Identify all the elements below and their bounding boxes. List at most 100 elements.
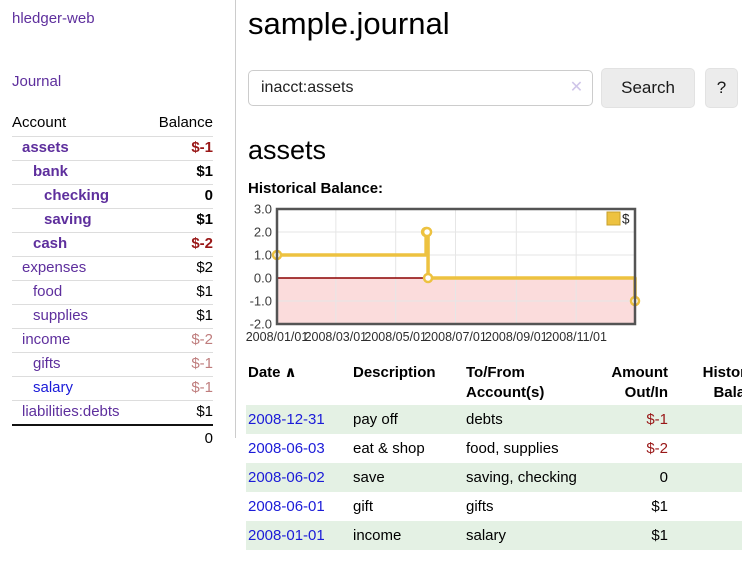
transaction-balance: $-1: [674, 405, 742, 434]
svg-text:2008/01/01: 2008/01/01: [246, 330, 309, 344]
clear-search-icon[interactable]: ✕: [569, 79, 584, 96]
account-row: assets $-1: [12, 136, 213, 160]
account-heading: assets: [248, 135, 327, 165]
transaction-accounts: food, supplies: [466, 440, 559, 457]
transaction-row: 2008-01-01 income salary $1 $1: [246, 521, 742, 550]
sidebar-account-link[interactable]: saving: [44, 211, 92, 228]
search-box: ✕: [248, 70, 594, 106]
svg-text:3.0: 3.0: [254, 202, 272, 217]
sidebar-item-journal[interactable]: Journal: [12, 73, 62, 90]
account-balance-value: $1: [196, 403, 213, 420]
transaction-amount: $-2: [646, 440, 668, 457]
historical-balance-chart: 3.0 2.0 1.0 0.0 -1.0 -2.0 2008/01/01 2008/03/01…: [246, 202, 641, 345]
sidebar-account-link[interactable]: supplies: [33, 307, 89, 324]
account-balance-value: $1: [196, 283, 213, 300]
account-balance-value: $-2: [191, 235, 213, 252]
account-row: liabilities:debts $1: [12, 400, 213, 424]
transaction-balance: $1: [674, 521, 742, 550]
accounts-total-row: 0: [12, 424, 213, 451]
svg-text:2008/03/01: 2008/03/01: [305, 330, 368, 344]
transaction-amount: $1: [651, 527, 668, 544]
svg-text:-2.0: -2.0: [250, 317, 272, 332]
transaction-amount: 0: [659, 469, 668, 486]
transaction-accounts: salary: [466, 527, 507, 544]
transaction-accounts: gifts: [466, 498, 494, 515]
svg-text:1.0: 1.0: [254, 248, 272, 263]
transaction-date-link[interactable]: 2008-06-02: [248, 469, 325, 486]
column-header-description: Description: [353, 364, 436, 381]
sidebar-account-link[interactable]: checking: [44, 187, 110, 204]
accounts-total-value: 0: [204, 430, 213, 447]
account-row: expenses $2: [12, 256, 213, 280]
search-button[interactable]: Search: [601, 68, 695, 108]
transaction-description: eat & shop: [353, 440, 425, 457]
transactions-table: Date ∧ Description To/From Account(s) Amount…: [246, 361, 742, 550]
legend-label: $: [622, 212, 630, 227]
transaction-row: 2008-06-02 save saving, checking 0 $2: [246, 463, 742, 492]
search-form: ✕ Search ?: [248, 68, 738, 108]
transaction-amount: $1: [651, 498, 668, 515]
transaction-description: save: [353, 469, 385, 486]
transaction-row: 2008-06-01 gift gifts $1 $2: [246, 492, 742, 521]
sidebar-account-link[interactable]: food: [33, 283, 63, 300]
accounts-balance-table: Account Balance assets $-1 bank $1 checking 0…: [12, 110, 213, 451]
column-header-historical-balance: Historical Balance: [702, 364, 742, 401]
sidebar-account-link[interactable]: expenses: [22, 259, 87, 276]
sidebar-account-link[interactable]: liabilities:debts: [22, 403, 120, 420]
sidebar-account-link[interactable]: gifts: [33, 355, 61, 372]
svg-text:2008/05/01: 2008/05/01: [364, 330, 427, 344]
account-balance-value: $1: [196, 307, 213, 324]
account-balance-value: $1: [196, 211, 213, 228]
sidebar-account-link[interactable]: cash: [33, 235, 68, 252]
transaction-accounts: debts: [466, 411, 503, 428]
data-point: [422, 272, 434, 284]
transaction-date-link[interactable]: 2008-06-01: [248, 498, 325, 515]
transaction-accounts: saving, checking: [466, 469, 577, 486]
sidebar-account-link[interactable]: bank: [33, 163, 69, 180]
svg-text:2008/07/01: 2008/07/01: [424, 330, 487, 344]
sidebar-account-link[interactable]: income: [22, 331, 71, 348]
account-row: salary $-1: [12, 376, 213, 400]
account-row: checking 0: [12, 184, 213, 208]
accounts-table-header: Account Balance: [12, 110, 213, 136]
svg-text:2008/09/01: 2008/09/01: [485, 330, 548, 344]
account-column-header: Account: [12, 114, 67, 131]
account-row: income $-2: [12, 328, 213, 352]
transaction-date-link[interactable]: 2008-06-03: [248, 440, 325, 457]
balance-column-header: Balance: [158, 114, 213, 131]
account-balance-value: 0: [204, 187, 213, 204]
transaction-date-link[interactable]: 2008-12-31: [248, 411, 325, 428]
svg-text:0.0: 0.0: [254, 271, 272, 286]
transaction-amount: $-1: [646, 411, 668, 428]
plot-border: [275, 207, 637, 326]
transaction-row: 2008-12-31 pay off debts $-1 $-1: [246, 405, 742, 434]
account-balance-value: $-1: [191, 355, 213, 372]
main-content: sample.journal ✕ Search ? assets Histori…: [246, 0, 742, 550]
account-row: supplies $1: [12, 304, 213, 328]
column-header-date[interactable]: Date ∧: [248, 364, 297, 381]
column-header-to-from-account-s-: To/From Account(s): [466, 364, 545, 401]
transaction-description: income: [353, 527, 402, 544]
chart-title: Historical Balance:: [248, 180, 384, 197]
svg-text:2.0: 2.0: [254, 225, 272, 240]
sidebar: hledger-web Journal Account Balance asse…: [0, 0, 236, 447]
sidebar-account-link[interactable]: assets: [22, 139, 69, 156]
account-balance-value: $-1: [191, 379, 213, 396]
app-title-link[interactable]: hledger-web: [12, 10, 95, 27]
transaction-balance: $2: [674, 492, 742, 521]
transaction-date-link[interactable]: 2008-01-01: [248, 527, 325, 544]
account-row: gifts $-1: [12, 352, 213, 376]
account-row: saving $1: [12, 208, 213, 232]
account-balance-value: $1: [196, 163, 213, 180]
account-row: bank $1: [12, 160, 213, 184]
account-row: cash $-2: [12, 232, 213, 256]
search-input[interactable]: [249, 71, 593, 105]
page-title: sample.journal: [248, 6, 450, 41]
account-balance-value: $2: [196, 259, 213, 276]
transaction-balance: $2: [674, 463, 742, 492]
sidebar-account-link[interactable]: salary: [33, 379, 74, 396]
account-balance-value: $-1: [191, 139, 213, 156]
account-balance-value: $-2: [191, 331, 213, 348]
data-point: [421, 226, 433, 238]
help-button[interactable]: ?: [705, 68, 738, 108]
